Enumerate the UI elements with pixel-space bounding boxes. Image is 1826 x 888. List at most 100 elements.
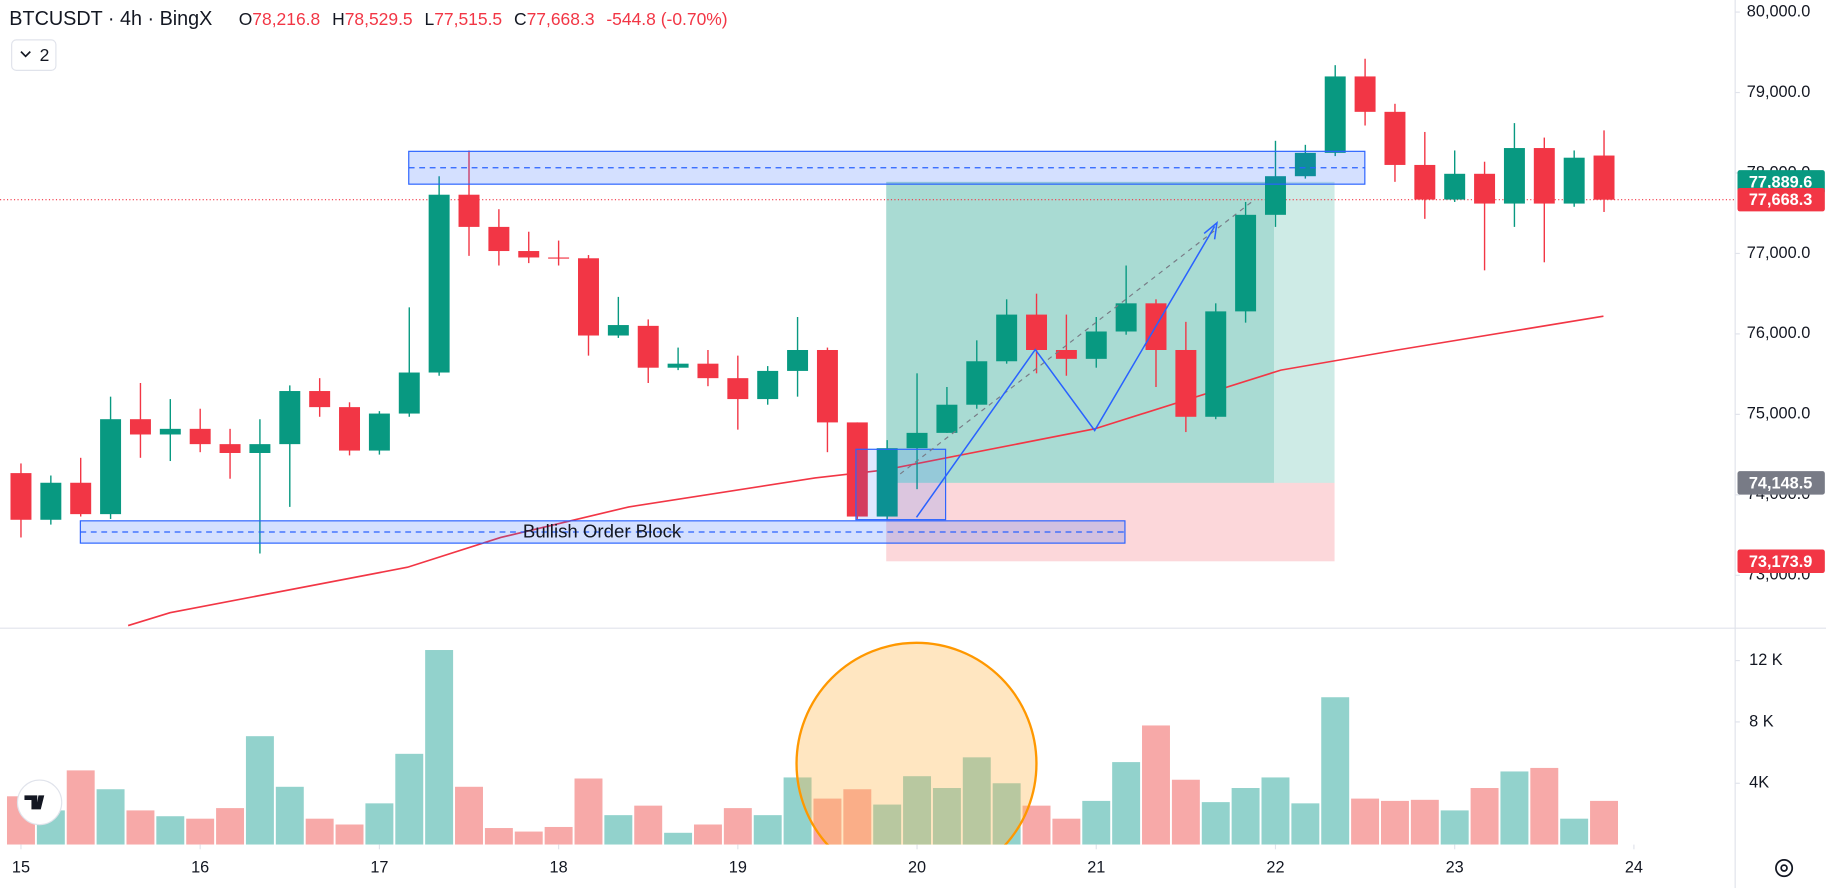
y-tick-label: 12 K — [1749, 651, 1783, 669]
volume-bar — [1261, 777, 1290, 845]
x-tick-label: 17 — [370, 858, 388, 876]
candle-body — [100, 419, 122, 515]
volume-bar — [1500, 771, 1529, 845]
settings-icon[interactable] — [1775, 858, 1794, 878]
volume-bar — [186, 818, 215, 845]
candle-body — [10, 473, 32, 520]
candle-body — [189, 428, 211, 445]
volume-bar — [1082, 800, 1111, 845]
projection-path — [915, 226, 1216, 518]
candle-body — [1115, 303, 1137, 332]
entry-box — [855, 448, 947, 521]
candle-body — [70, 482, 92, 515]
volume-bar — [365, 803, 394, 845]
x-tick-label: 23 — [1446, 858, 1464, 876]
candle-body — [787, 349, 809, 371]
volume-bar — [156, 816, 185, 845]
candle-body — [159, 428, 181, 435]
price-label: 73,173.9 — [1749, 553, 1812, 571]
candle-body — [458, 194, 480, 227]
x-tick-label: 19 — [729, 858, 747, 876]
tv-logo[interactable] — [16, 779, 63, 826]
y-tick-label: 77,000.0 — [1747, 244, 1810, 262]
volume-bar — [932, 788, 961, 845]
volume-bar — [873, 804, 902, 845]
volume-bar — [723, 808, 752, 845]
volume-bar — [484, 828, 513, 845]
x-tick-label: 18 — [550, 858, 568, 876]
volume-bar — [245, 736, 274, 845]
volume-bar — [216, 808, 245, 845]
legend-change: -544.8 (-0.70%) — [606, 9, 727, 29]
candle-body — [1235, 214, 1257, 312]
annotation: Bullish Order Block — [523, 520, 682, 541]
indicator-button[interactable] — [11, 39, 57, 71]
ma-line — [127, 315, 1604, 627]
candle-body — [129, 419, 151, 435]
candle-body — [816, 349, 838, 423]
volume-bar — [1440, 810, 1469, 845]
candle-body — [1414, 164, 1436, 200]
candle-body — [219, 444, 241, 453]
moving-average — [127, 315, 1604, 627]
legend-value: 77,515.5 — [434, 9, 502, 29]
x-tick-label: 20 — [908, 858, 926, 876]
candle-body — [428, 194, 450, 373]
legend-key: O — [239, 9, 253, 29]
legend-value: 78,216.8 — [252, 9, 320, 29]
indicator-toggle[interactable]: 2 — [11, 39, 57, 71]
volume-bar — [126, 810, 155, 845]
y-tick-label: 8 K — [1749, 712, 1774, 730]
candle-body — [1384, 111, 1406, 165]
volume-bar — [1142, 725, 1170, 845]
candle-body — [697, 363, 719, 379]
highlight-circle — [795, 641, 1038, 845]
candle-body — [309, 391, 331, 408]
candle-body — [1533, 148, 1555, 204]
y-tick-label: 80,000.0 — [1747, 2, 1810, 20]
volume-bar — [1291, 803, 1320, 845]
drawings: Bullish Order Block — [79, 150, 1366, 544]
x-tick-label: 15 — [12, 858, 30, 876]
candle-body — [667, 363, 689, 368]
legend-key: L — [424, 9, 434, 29]
y-tick-label: 75,000.0 — [1747, 405, 1810, 423]
settings[interactable] — [1775, 858, 1794, 878]
volume-bar — [1112, 762, 1141, 845]
arrow-head — [1203, 221, 1218, 240]
price-label-box — [1737, 471, 1825, 495]
volume-bar — [335, 824, 364, 845]
candle-body — [1474, 173, 1496, 204]
candle-body — [1175, 349, 1197, 417]
price-label: 77,668.3 — [1749, 191, 1812, 209]
candle-body — [1354, 76, 1376, 112]
x-tick-label: 24 — [1625, 858, 1643, 876]
candle-body — [966, 361, 988, 405]
price-label: 77,889.6 — [1749, 173, 1812, 191]
volume-bar — [753, 815, 782, 845]
candle-body — [40, 482, 62, 520]
x-tick-label: 22 — [1266, 858, 1284, 876]
volume-bar — [1231, 788, 1260, 845]
volume-bar — [275, 786, 304, 845]
volume-bar — [664, 832, 693, 845]
volume-bar — [455, 786, 483, 845]
volume-bar — [1351, 798, 1380, 845]
candle-body — [339, 407, 361, 451]
volume-bar — [425, 650, 454, 845]
candle-body — [637, 325, 659, 368]
volume-bar — [574, 778, 603, 845]
candle-body — [1563, 157, 1585, 204]
volume-bar — [1201, 802, 1230, 845]
candle-body — [249, 444, 271, 453]
volume-bar — [1530, 767, 1559, 845]
candle-body — [607, 325, 629, 336]
candle-body — [398, 372, 420, 414]
candle-body — [578, 258, 599, 336]
candle-body — [1205, 311, 1227, 417]
volume-bar — [1171, 779, 1200, 845]
candles — [10, 58, 1615, 554]
legend-value: 77,668.3 — [527, 9, 595, 29]
y-tick-label: 76,000.0 — [1747, 324, 1810, 342]
